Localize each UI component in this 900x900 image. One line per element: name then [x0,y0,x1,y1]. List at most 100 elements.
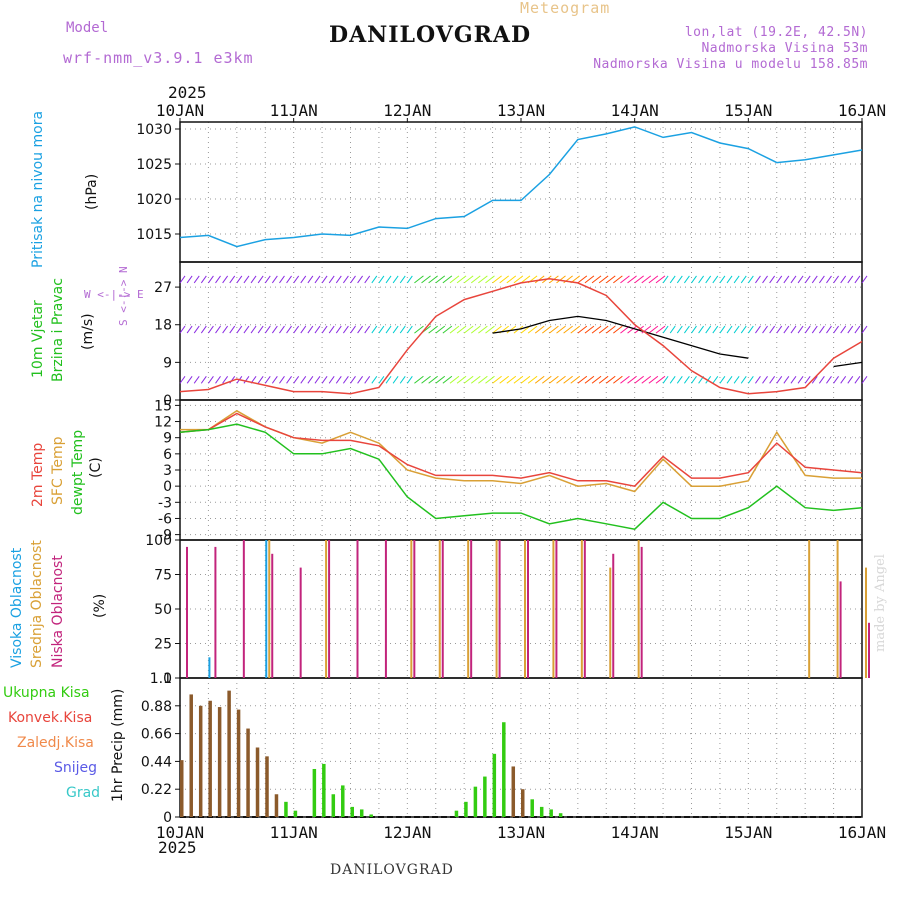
pressure-line [179,126,863,248]
wind-barb [662,275,669,284]
x-tick-label-bottom: 14JAN [611,823,659,842]
wind-barb [215,325,221,334]
wind-barb [712,275,719,284]
wind-barb [733,375,740,384]
wind-barb [549,375,559,384]
wind-barb [243,275,250,284]
wind-barb [378,325,385,334]
wind-barb [200,325,207,334]
wind-barb [478,375,488,384]
wind-barb [463,375,474,384]
wind-barb [271,275,278,284]
wind-barb [293,275,300,284]
wind-barb [712,325,719,334]
wind-barb [591,325,602,334]
elevation-label: Nadmorska Visina 53m [701,41,868,56]
wind-barb [861,325,868,334]
cloud-bar [552,540,555,678]
wind-barb [591,275,602,284]
cloud-bar [265,540,268,678]
wind-barb [208,275,214,284]
wind-barb [442,325,453,334]
y-tick-label: 0 [163,393,172,409]
y-tick-label: -3 [158,495,172,511]
cloud-bar [208,657,211,678]
wind-barb [300,375,307,384]
wind-barb [414,275,424,284]
wind-barb [740,325,747,334]
wind-barb [264,375,271,384]
wind-barb [683,275,690,284]
wind-barb [250,325,257,334]
wind-barb [449,325,460,334]
wind-barb [542,375,552,384]
precip-bar [473,786,478,817]
wind-barb [321,275,328,284]
footer-station-name: DANILOVGRAD [330,862,454,878]
precip-legend-snow: Snijeg [54,760,98,776]
y-tick-label: 0 [163,671,172,687]
cloud-bar [325,540,328,678]
wind-barb [527,375,538,384]
wind-barb [335,275,342,284]
wind-barb [705,275,712,284]
y-tick-label: 1030 [136,122,172,138]
precip-bar [521,789,525,817]
wind-barb [705,325,712,334]
wind-barb [683,325,690,334]
cloud-bar [271,553,274,678]
wind-barb [847,325,854,334]
cloud-bar [242,540,245,678]
wind-barb [669,325,676,334]
cloud-bar [839,581,842,678]
wind-barb [428,275,438,284]
wind-barb [790,375,797,384]
wind-barb [854,325,861,334]
wind-barb [492,375,502,384]
wind-barb [676,275,683,284]
wind-barb [769,375,776,384]
wind-barb [747,325,754,334]
wind-barb [719,275,726,284]
wind-barb [811,375,818,384]
wind-barb [314,325,321,334]
wind-barb [613,275,623,284]
wind-barb [222,325,229,334]
wind-barb [762,325,768,334]
temp2m-line [179,412,863,488]
y-tick-label: 0.66 [141,727,172,743]
wind-barb [833,375,839,384]
cloud-bar [410,540,413,678]
year-bottom: 2025 [158,838,197,857]
wind-barb [698,275,705,284]
cloud-bar [356,540,359,678]
wind-barb [818,275,825,284]
wind-barb [520,275,531,284]
wind-barb [271,375,278,384]
wind-barb [392,275,399,284]
wind-barb [655,375,666,384]
wind-barb [186,275,193,284]
wind-barb [229,275,236,284]
wind-barb [442,275,453,284]
wind-barb [676,325,683,334]
wind-barb [421,275,431,284]
precip-bar [189,694,193,817]
wind-barb [556,325,566,334]
wind-barb [613,375,623,384]
wind-barb [271,325,278,334]
wind-barb [463,325,474,334]
wind-barb [683,375,690,384]
wind-barb [371,275,378,284]
sfc-temp-line [180,409,862,493]
wind-barb [286,325,292,334]
wind-barb [549,325,559,334]
wind-barb [755,275,761,284]
cloud-bar [268,540,271,678]
precip-bar [549,809,553,817]
wind-barb [634,275,644,284]
wind-barb [818,325,825,334]
wind-barb [627,275,637,284]
lonlat-label: lon,lat (19.2E, 42.5N) [684,25,868,40]
wind-barb [385,375,392,384]
